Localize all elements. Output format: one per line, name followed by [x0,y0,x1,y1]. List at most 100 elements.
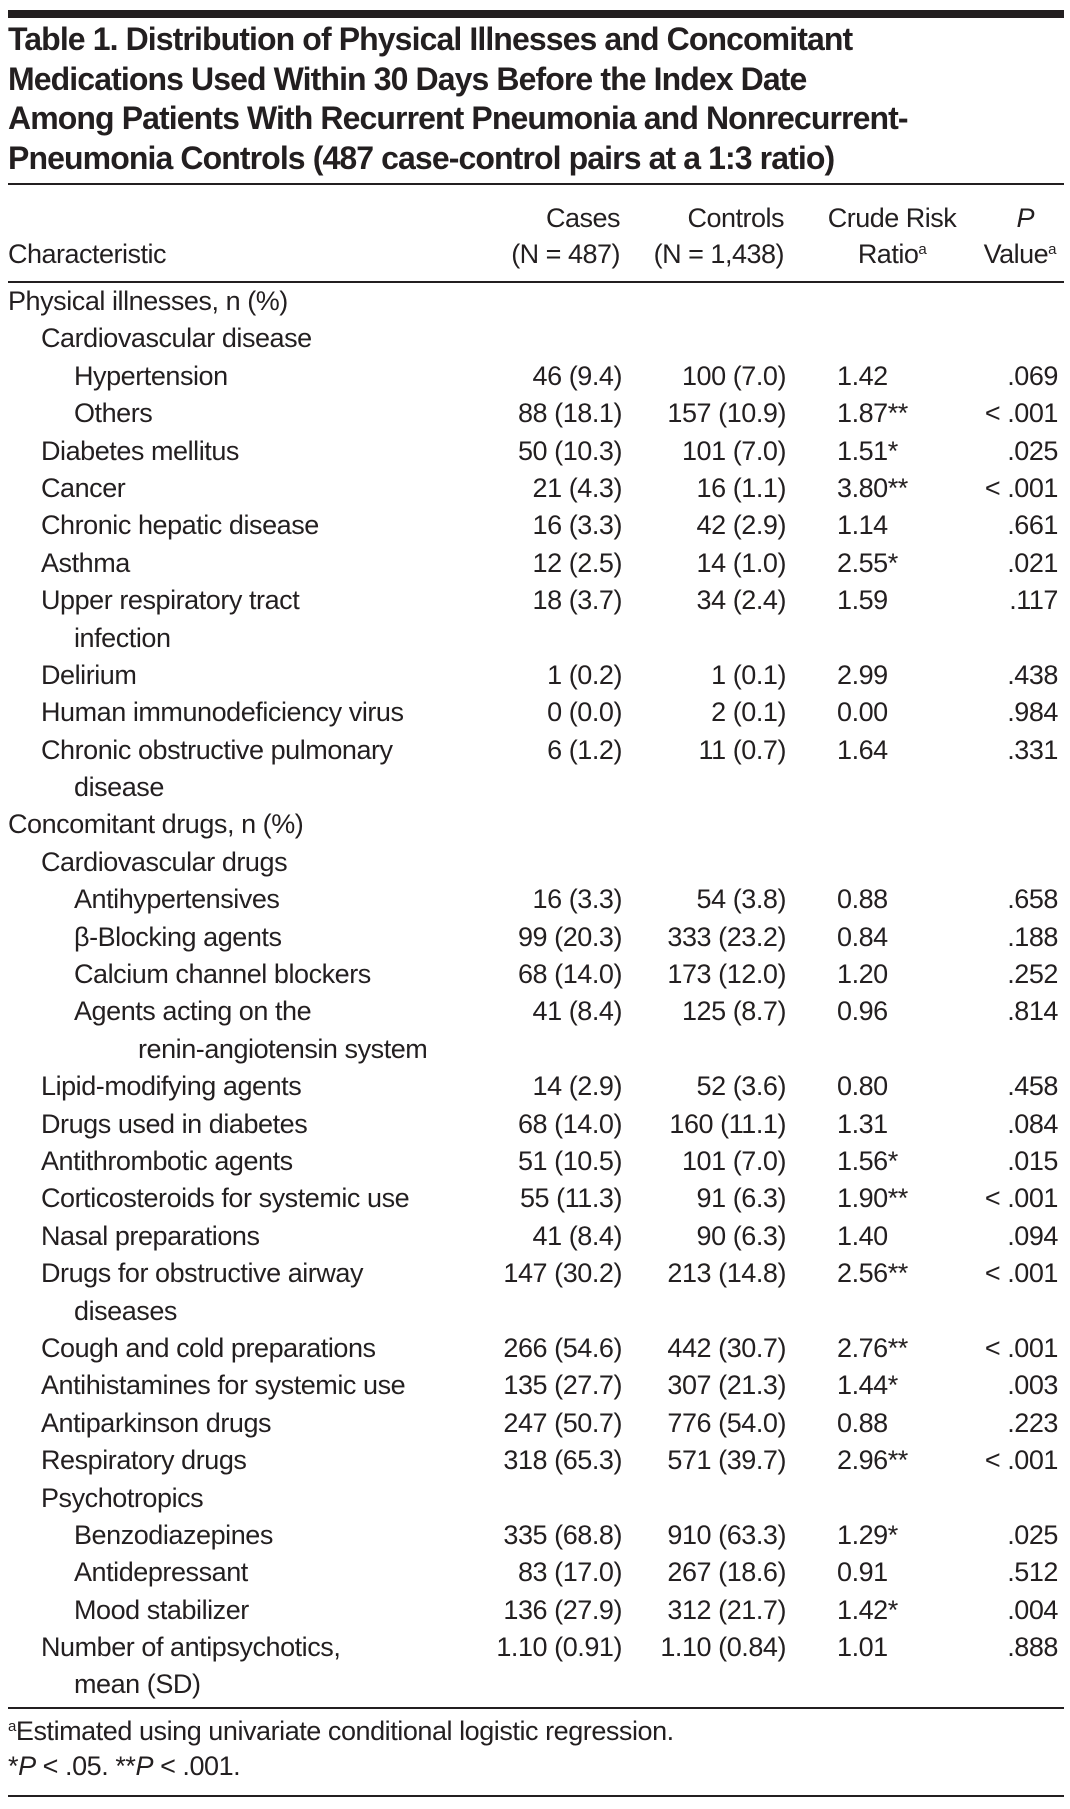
header-characteristic: Characteristic [8,239,167,269]
header-controls: Controls (N = 1,438) [653,203,785,269]
cell-cases: 41 (8.4) [532,996,623,1027]
cell-controls: 101 (7.0) [681,1145,786,1176]
cell-p: .252 [1007,959,1058,990]
cell-rr: 1.20 [837,959,888,990]
cell-controls: 1.10 (0.84) [660,1632,786,1663]
cell-cases: 318 (65.3) [503,1445,622,1476]
cell-cases: 18 (3.7) [532,585,623,616]
cell-p: .661 [1007,510,1058,541]
cell-rr: 1.29* [837,1519,898,1550]
cell-controls: 90 (6.3) [696,1220,787,1251]
table-row: Concomitant drugs, n (%) [8,806,1064,843]
cell-cases: 6 (1.2) [547,734,622,765]
cell-controls: 307 (21.3) [667,1370,786,1401]
row-label-continuation: renin-angiotensin system [138,1033,428,1064]
title-line: Table 1. Distribution of Physical Illnes… [8,21,853,57]
cell-rr: 0.88 [837,1407,888,1438]
footnote-significance: *P < .05. **P < .001. [8,1751,241,1781]
table-row: Cough and cold preparations 266 (54.6) 442… [8,1330,1064,1367]
cell-cases: 1 (0.2) [547,659,622,690]
table-row: Number of antipsychotics, 1.10 (0.91) 1.10… [8,1629,1064,1666]
title-line: Pneumonia Controls (487 case-control pai… [8,139,835,176]
row-label: Mood stabilizer [74,1594,249,1625]
row-label: Respiratory drugs [41,1445,247,1476]
table-row: Chronic obstructive pulmonary 6 (1.2) 11 (… [8,732,1064,769]
cell-p: .069 [1007,360,1058,391]
cell-cases: 68 (14.0) [517,1108,622,1139]
cell-rr: 1.01 [837,1632,888,1663]
cell-p: .512 [1007,1557,1058,1588]
row-label: Hypertension [74,360,228,391]
title-line: Among Patients With Recurrent Pneumonia … [8,100,909,136]
table-row-continuation: renin-angiotensin system [8,1031,1064,1068]
table-row: Antithrombotic agents 51 (10.5) 101 (7.0) 1… [8,1143,1064,1180]
table-row: Lipid-modifying agents 14 (2.9) 52 (3.6) 0.… [8,1068,1064,1105]
cell-rr: 1.59 [837,585,888,616]
table-body: Physical illnesses, n (%) Cardiovascular … [8,283,1064,1704]
cell-cases: 46 (9.4) [532,360,623,391]
row-label: Cardiovascular disease [41,323,312,354]
cell-controls: 776 (54.0) [667,1407,786,1438]
header-p-value: P Valuea [983,203,1057,269]
cell-controls: 14 (1.0) [696,547,787,578]
table-row: Agents acting on the 41 (8.4) 125 (8.7) 0.9… [8,993,1064,1030]
cell-p: .094 [1007,1220,1058,1251]
cell-p: .984 [1007,697,1058,728]
top-thick-rule [8,10,1064,18]
cell-p: .331 [1007,734,1058,765]
cell-p: .223 [1007,1407,1058,1438]
header-cases: Cases (N = 487) [511,203,620,269]
row-label: Antihistamines for systemic use [41,1370,406,1401]
cell-rr: 2.76** [837,1332,908,1363]
row-label: Cough and cold preparations [41,1332,376,1363]
row-label-continuation: mean (SD) [74,1669,201,1700]
table-row: Physical illnesses, n (%) [8,283,1064,320]
cell-p: .814 [1007,996,1058,1027]
title-rule [8,183,1064,185]
table-row: Cardiovascular drugs [8,844,1064,881]
bottom-table-rule [8,1707,1064,1709]
cell-p: .117 [1009,585,1058,616]
cell-cases: 266 (54.6) [503,1332,622,1363]
row-label: Cancer [41,472,126,503]
cell-p: .021 [1007,547,1058,578]
cell-controls: 54 (3.8) [696,884,787,915]
cell-rr: 1.42 [837,360,888,391]
cell-cases: 14 (2.9) [532,1071,623,1102]
row-label: Others [74,398,153,429]
cell-cases: 51 (10.5) [517,1145,622,1176]
cell-p: < .001 [984,1258,1059,1289]
cell-p: .438 [1007,659,1058,690]
cell-cases: 68 (14.0) [517,959,622,990]
cell-rr: 2.55* [837,547,898,578]
cell-controls: 91 (6.3) [696,1183,787,1214]
table-row: Antihistamines for systemic use 135 (27.7… [8,1367,1064,1404]
table-row: Asthma 12 (2.5) 14 (1.0) 2.55* .021 [8,545,1064,582]
cell-cases: 55 (11.3) [519,1183,622,1214]
cell-rr: 2.99 [837,659,888,690]
cell-cases: 83 (17.0) [517,1557,622,1588]
table-row: Cancer 21 (4.3) 16 (1.1) 3.80** < .001 [8,470,1064,507]
cell-rr: 0.80 [837,1071,888,1102]
row-label: Cardiovascular drugs [41,846,288,877]
header-rule [8,281,1064,283]
cell-p: < .001 [984,398,1059,429]
cell-controls: 2 (0.1) [711,697,786,728]
row-label: Diabetes mellitus [41,435,239,466]
cell-rr: 0.00 [837,697,888,728]
cell-p: .004 [1007,1594,1058,1625]
cell-cases: 21 (4.3) [532,472,623,503]
header-risk-ratio: Crude Risk Ratioa [827,203,957,269]
cell-p: < .001 [984,1332,1059,1363]
table-row: Drugs used in diabetes 68 (14.0) 160 (11.1… [8,1106,1064,1143]
row-label: Upper respiratory tract [41,585,300,616]
cell-controls: 160 (11.1) [669,1108,786,1139]
row-label-continuation: disease [74,772,164,803]
cell-controls: 42 (2.9) [696,510,787,541]
table-row: β-Blocking agents 99 (20.3) 333 (23.2) 0.84… [8,919,1064,956]
cell-rr: 2.56** [837,1258,908,1289]
row-label: Nasal preparations [41,1220,260,1251]
cell-rr: 1.56* [837,1145,898,1176]
cell-rr: 3.80** [837,472,908,503]
cell-rr: 0.88 [837,884,888,915]
